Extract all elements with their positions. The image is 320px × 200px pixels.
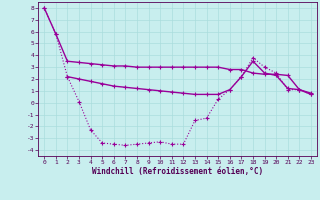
X-axis label: Windchill (Refroidissement éolien,°C): Windchill (Refroidissement éolien,°C) — [92, 167, 263, 176]
